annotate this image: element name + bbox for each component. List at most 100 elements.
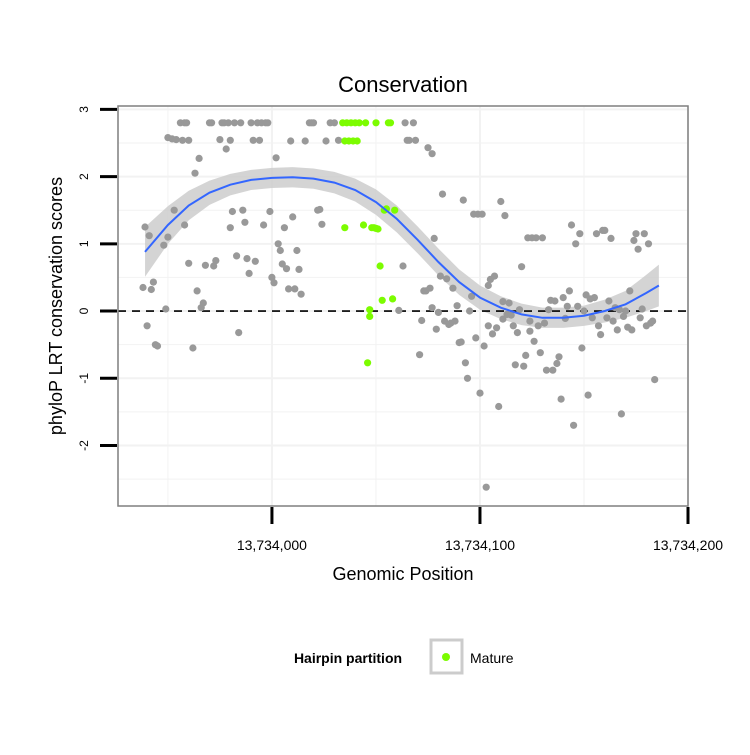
data-point-other [183,119,191,127]
data-point-other [605,297,613,305]
data-point-other [289,213,297,221]
data-point-other [428,150,436,158]
data-point-other [461,359,469,367]
data-point-other [522,351,530,359]
data-point-other [251,257,259,265]
data-point-mature [378,296,386,304]
data-point-other [226,224,234,232]
data-point-other [139,283,147,292]
data-point-other [603,314,611,322]
y-axis: 3 2 1 0 -1 -2 [77,106,117,451]
data-point-other [249,136,257,144]
data-point-other [563,302,571,310]
data-point-other [490,272,499,280]
data-point-other [210,262,218,270]
data-point-other [316,205,324,214]
data-point-other [572,240,580,248]
data-point-other [526,317,534,325]
data-point-mature [355,119,363,127]
data-point-other [501,212,509,220]
data-point-other [466,307,474,315]
data-point-other [532,234,540,242]
data-point-other [191,169,199,177]
data-point-other [640,230,648,238]
data-point-other [530,337,538,345]
data-point-other [241,218,249,226]
data-point-other [480,342,488,350]
data-point-other [476,389,484,397]
x-axis: 13,734,000 13,734,100 13,734,200 [237,507,723,553]
data-point-other [453,302,461,310]
y-tick-label: -1 [77,373,91,384]
data-point-other [230,119,239,127]
data-point-other [291,285,299,293]
data-point-other [472,334,480,342]
data-point-other [178,136,187,144]
data-point-other [567,221,576,229]
data-point-other [193,287,201,295]
data-point-other [239,206,247,214]
data-point-mature [364,359,372,367]
data-point-other [549,366,557,374]
data-point-other [282,265,291,273]
data-point-other [513,329,522,337]
data-point-other [497,197,505,206]
data-point-other [511,361,519,369]
data-point-other [418,316,426,325]
data-point-other [295,265,303,273]
data-point-other [484,322,492,330]
data-point-other [318,220,326,228]
data-point-other [243,255,251,263]
data-point-other [293,246,301,255]
data-point-mature [359,221,368,229]
data-point-other [505,299,513,307]
data-point-other [436,272,444,280]
data-point-other [149,278,157,286]
data-point-other [551,297,559,305]
data-point-other [274,240,282,248]
legend-mature-swatch [442,653,450,661]
data-point-other [395,306,403,314]
data-point-other [617,410,626,418]
data-point-other [538,234,547,242]
confidence-band [145,167,659,328]
data-point-other [507,311,515,319]
confidence-band-area [145,167,659,328]
data-point-other [411,136,420,144]
data-point-mature [366,312,374,320]
data-point-other [185,136,193,144]
data-point-other [301,137,309,145]
data-point-other [592,230,601,238]
data-point-other [520,362,528,370]
data-point-mature [372,119,380,127]
data-point-other [449,284,457,292]
data-point-other [478,210,486,218]
data-point-other [578,344,586,352]
data-point-other [270,279,278,287]
data-point-other [272,154,280,162]
data-point-other [628,326,636,334]
y-tick-label: 0 [77,307,91,314]
legend-label-mature: Mature [470,650,514,666]
data-point-other [201,261,209,269]
data-point-other [172,136,180,144]
data-point-other [199,299,207,307]
data-point-other [266,207,274,216]
data-point-other [430,234,438,242]
data-point-mature [362,119,370,127]
data-point-other [557,395,565,403]
data-point-other [285,285,293,293]
data-point-other [438,190,447,198]
data-point-other [235,329,243,337]
data-point-other [451,317,459,325]
data-point-other [228,207,236,216]
data-point-other [636,314,644,322]
data-point-other [247,119,255,127]
y-tick-label: -2 [77,440,91,451]
data-point-mature [353,137,361,145]
legend-title: Hairpin partition [294,650,402,666]
data-point-other [493,324,501,332]
series-mature-points [339,119,399,367]
data-point-other [434,308,442,316]
